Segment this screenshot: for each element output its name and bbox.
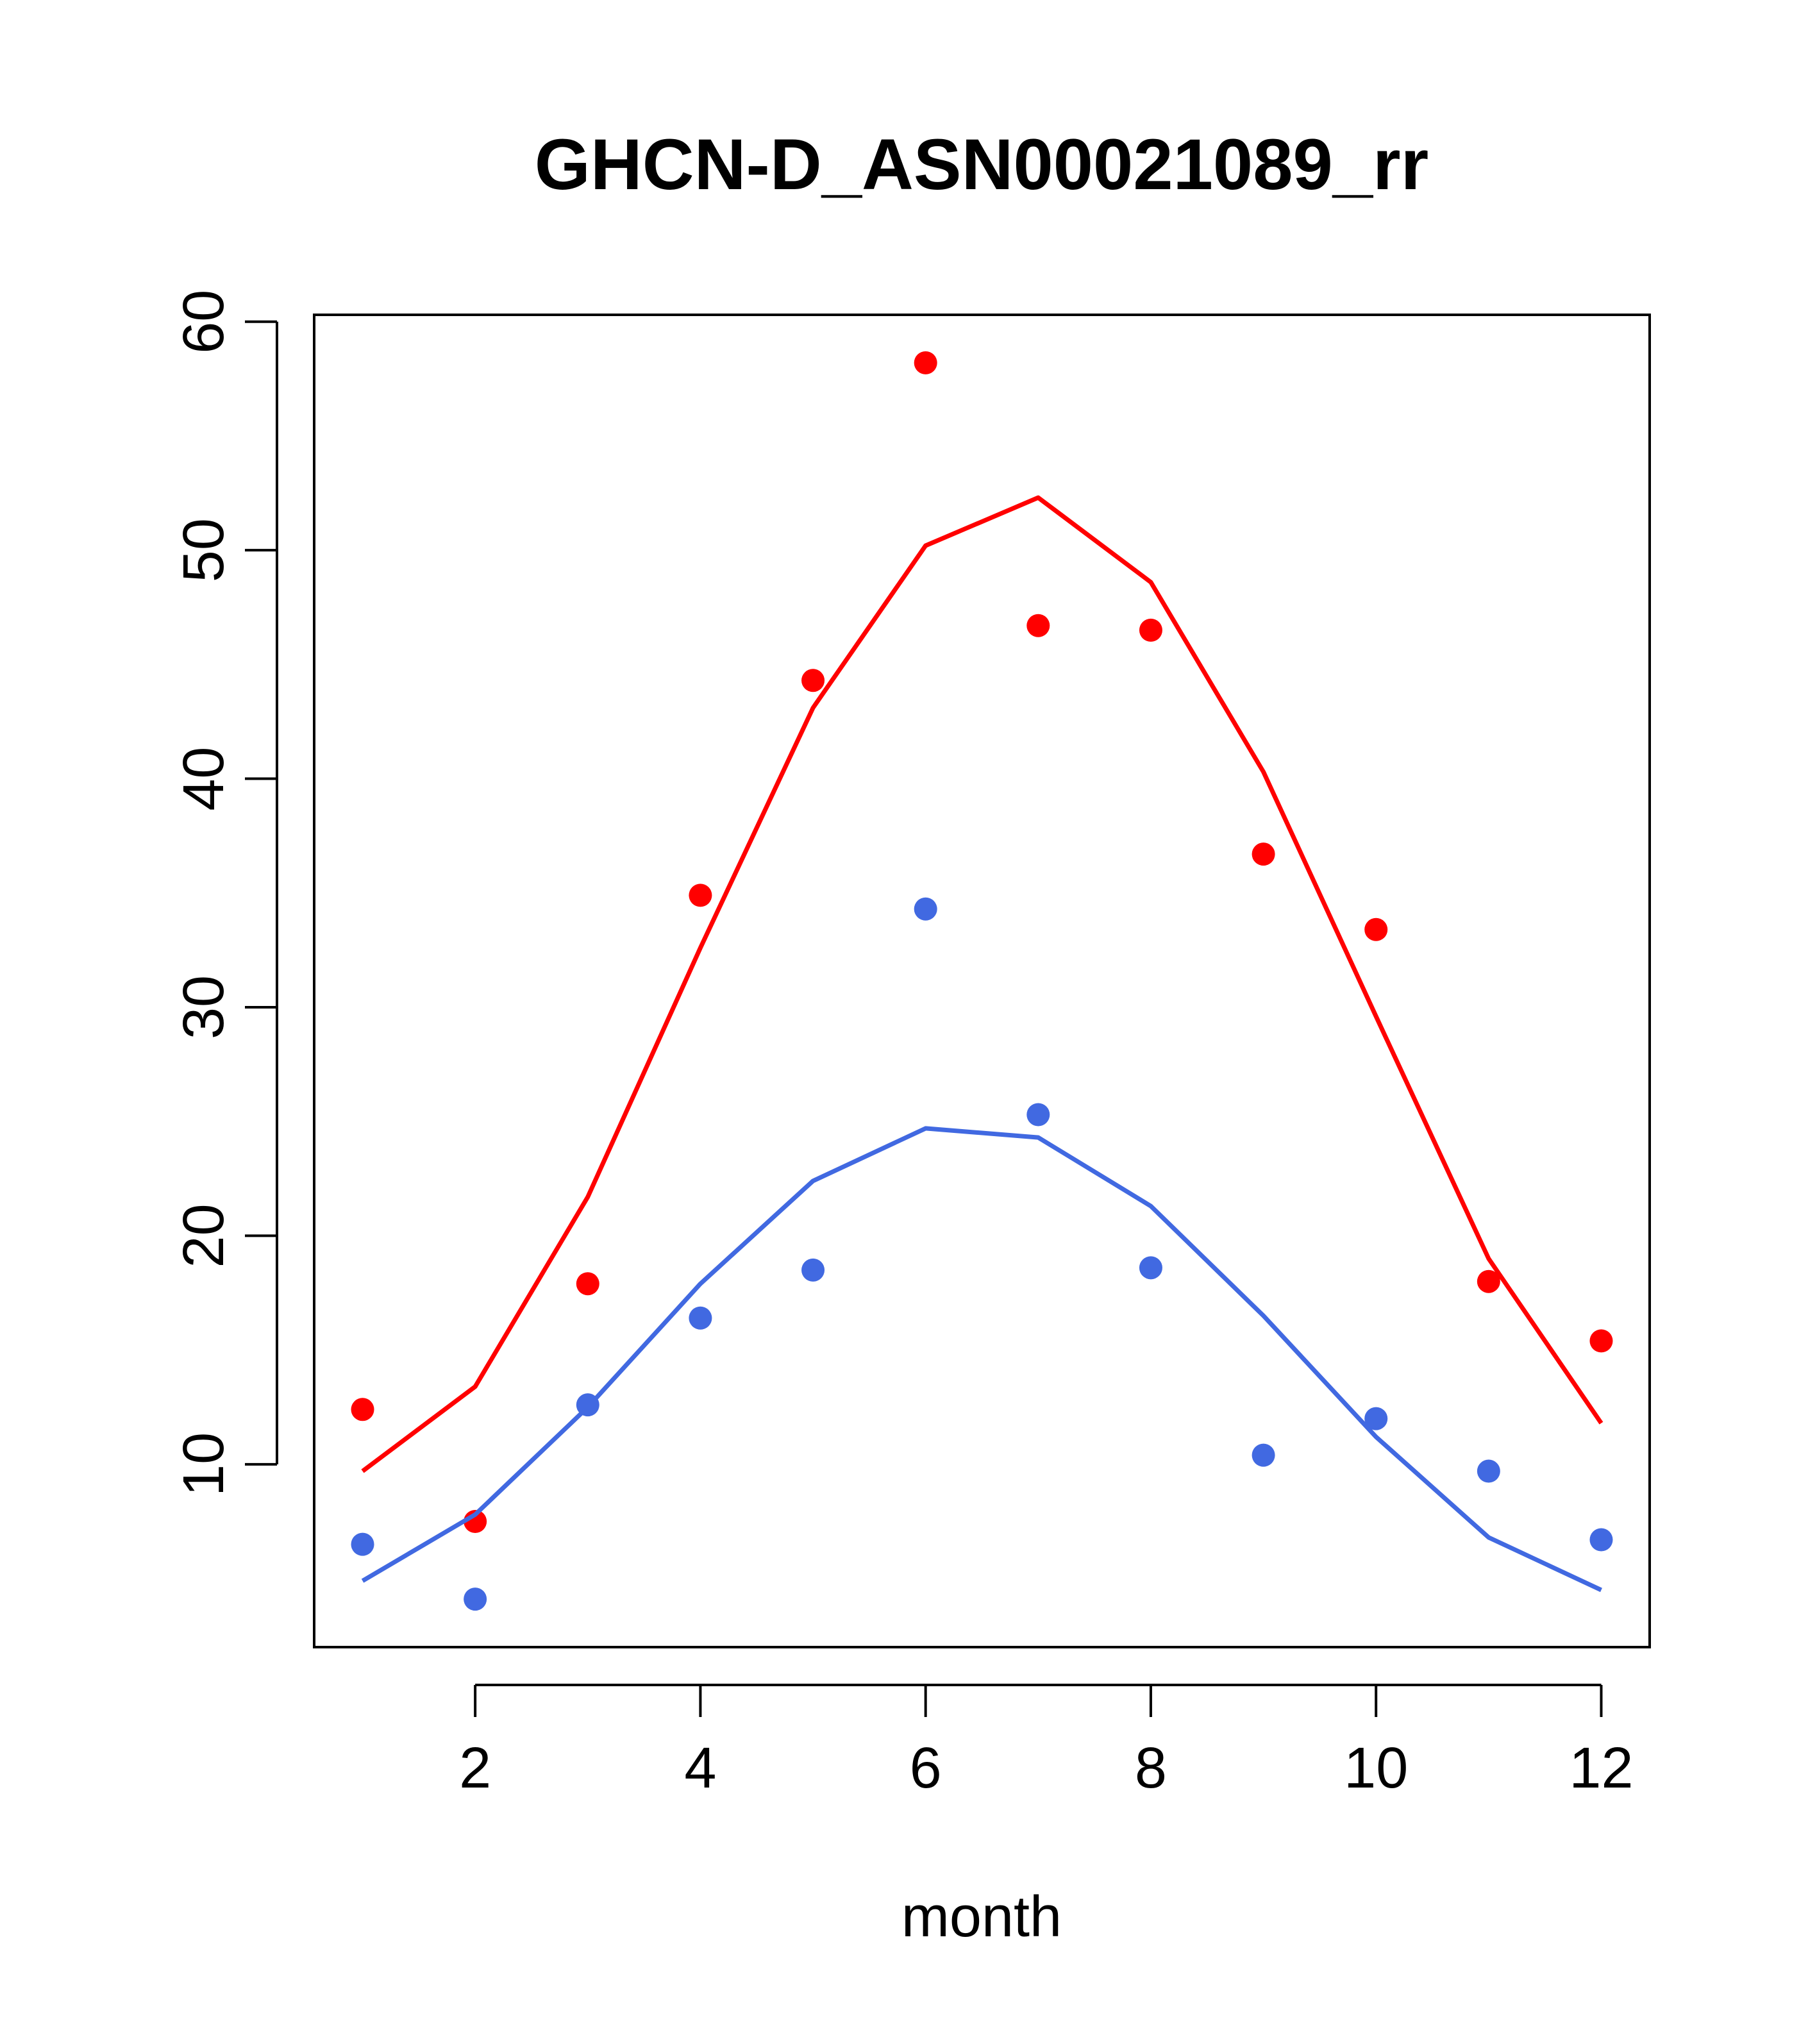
series-2-point [1026,1103,1050,1127]
series-2-point [464,1587,487,1611]
x-tick-label: 12 [1569,1736,1633,1800]
series-2-point [1139,1256,1162,1280]
series-1-point [576,1272,599,1296]
series-1-line [361,495,1603,1473]
series-2-line [361,1126,1602,1593]
series-1-point [1252,842,1275,866]
series-layer [351,351,1613,1611]
series-1-point [914,351,937,374]
x-axis: 2 4 6 8 10 12 [459,1684,1634,1800]
series-2-point [1364,1407,1388,1430]
y-tick-label: 20 [172,1203,236,1268]
series-2-point [801,1258,825,1282]
y-tick-label: 50 [172,518,236,582]
y-tick-label: 30 [172,975,236,1039]
series-1-point [689,884,712,907]
series-2-point [576,1393,599,1417]
series-2 [351,897,1613,1611]
x-tick-label: 8 [1135,1736,1167,1800]
series-2-point [1477,1459,1500,1483]
series-1 [351,351,1613,1533]
chart-title: GHCN-D_ASN00021089_rr [535,124,1428,205]
series-2-point [914,897,937,921]
series-1-point [351,1398,374,1421]
series-1-point [1026,614,1050,637]
y-tick-label: 40 [172,747,236,811]
y-axis: 10 20 30 40 50 60 [172,290,278,1496]
series-1-point [1589,1329,1613,1353]
series-2-point [1252,1443,1275,1467]
y-tick-label: 60 [172,290,236,354]
x-axis-label: month [901,1885,1062,1949]
x-tick-label: 2 [459,1736,491,1800]
series-1-point [1139,618,1162,642]
series-1-point [801,669,825,692]
y-tick-label: 10 [172,1432,236,1496]
series-2-point [1589,1528,1613,1552]
x-tick-label: 4 [684,1736,716,1800]
x-tick-label: 6 [910,1736,942,1800]
series-1-point [1477,1269,1500,1293]
series-2-point [689,1306,712,1330]
plot-frame [313,314,1651,1648]
x-tick-label: 10 [1344,1736,1408,1800]
series-1-point [1364,917,1388,941]
series-2-point [351,1532,374,1556]
